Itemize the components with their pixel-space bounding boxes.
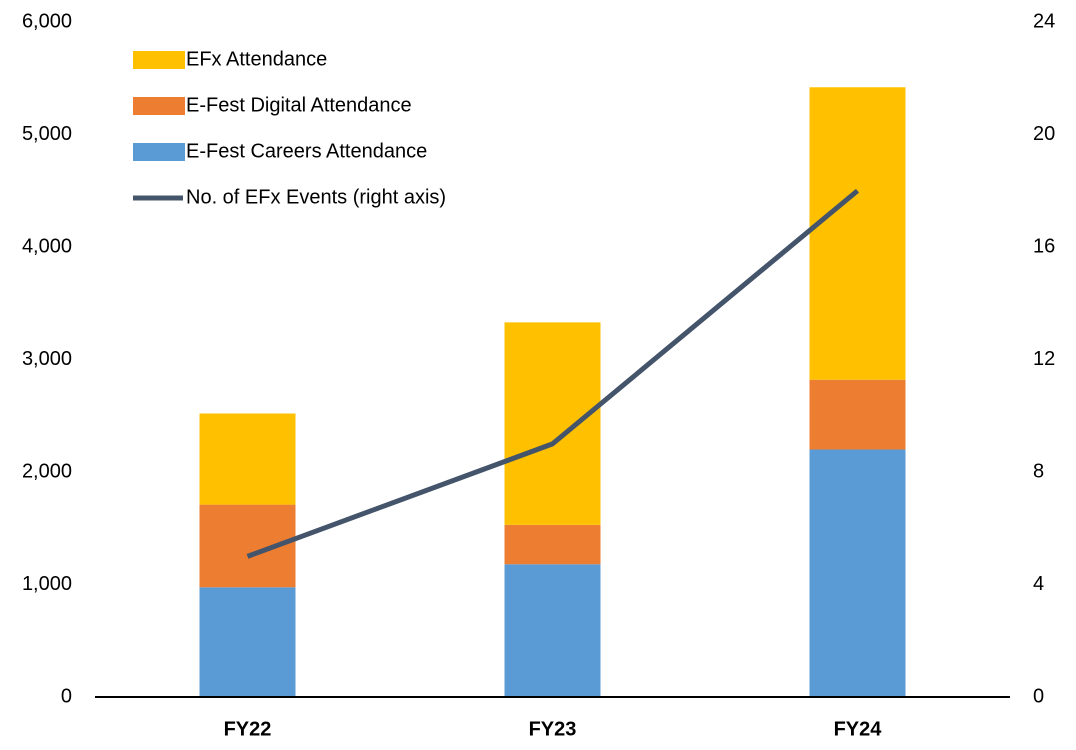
bar-segment — [504, 322, 601, 525]
y-tick-label: 2,000 — [22, 460, 72, 482]
legend-swatch — [133, 51, 185, 69]
legend-label: No. of EFx Events (right axis) — [186, 186, 446, 208]
bar-segment — [504, 564, 601, 697]
legend-label: E-Fest Careers Attendance — [186, 140, 427, 162]
line-series — [246, 188, 860, 559]
y-tick-label: 3,000 — [22, 348, 72, 370]
y2-tick-label: 24 — [1033, 10, 1055, 32]
y-tick-label: 0 — [61, 685, 72, 707]
bar-segment — [809, 379, 906, 450]
y2-tick-label: 20 — [1033, 123, 1055, 145]
y2-tick-label: 16 — [1033, 235, 1055, 257]
bar-segment — [809, 87, 906, 380]
x-tick-label: FY22 — [224, 718, 272, 740]
y2-tick-label: 0 — [1033, 685, 1044, 707]
legend-swatch — [133, 143, 185, 161]
legend-label: EFx Attendance — [186, 48, 327, 70]
bar-segment — [504, 524, 601, 565]
y-tick-label: 4,000 — [22, 235, 72, 257]
legend-swatch — [133, 97, 185, 115]
y2-tick-label: 8 — [1033, 460, 1044, 482]
legend-label: E-Fest Digital Attendance — [186, 94, 412, 116]
x-tick-label: FY23 — [529, 718, 577, 740]
bar-segment — [199, 413, 296, 505]
y-tick-label: 6,000 — [22, 10, 72, 32]
x-tick-label: FY24 — [834, 718, 883, 740]
y-tick-label: 1,000 — [22, 573, 72, 595]
y2-tick-label: 12 — [1033, 348, 1055, 370]
y2-tick-label: 4 — [1033, 573, 1044, 595]
bar-segment — [199, 587, 296, 697]
bar-segment — [809, 449, 906, 697]
y-tick-label: 5,000 — [22, 123, 72, 145]
